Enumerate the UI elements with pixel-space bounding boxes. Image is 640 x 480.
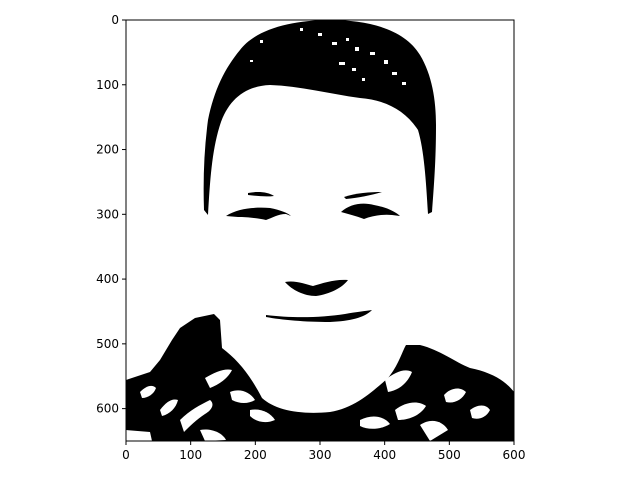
x-tick-label: 400	[373, 448, 396, 462]
x-tick-label: 500	[438, 448, 461, 462]
x-tick-label: 200	[244, 448, 267, 462]
clothing-highlights	[126, 369, 490, 441]
y-tick-label: 600	[96, 402, 119, 416]
left-eye	[226, 207, 291, 220]
hair-region	[203, 20, 436, 215]
binary-image	[126, 20, 514, 441]
left-eyebrow	[248, 192, 274, 197]
y-tick-label: 500	[96, 337, 119, 351]
mouth	[266, 310, 372, 322]
right-eyebrow	[344, 192, 382, 199]
y-tick-label: 400	[96, 272, 119, 286]
y-axis-ticks: 0 100 200 300 400 500 600	[96, 13, 126, 416]
y-tick-label: 300	[96, 207, 119, 221]
right-eye	[341, 203, 400, 219]
x-tick-label: 100	[179, 448, 202, 462]
x-tick-label: 600	[503, 448, 526, 462]
x-axis-ticks: 0 100 200 300 400 500 600	[122, 441, 525, 462]
hair-highlights	[250, 28, 406, 85]
y-tick-label: 0	[111, 13, 119, 27]
nostrils	[285, 279, 348, 296]
y-tick-label: 200	[96, 143, 119, 157]
y-tick-label: 100	[96, 78, 119, 92]
x-tick-label: 300	[309, 448, 332, 462]
x-tick-label: 0	[122, 448, 130, 462]
